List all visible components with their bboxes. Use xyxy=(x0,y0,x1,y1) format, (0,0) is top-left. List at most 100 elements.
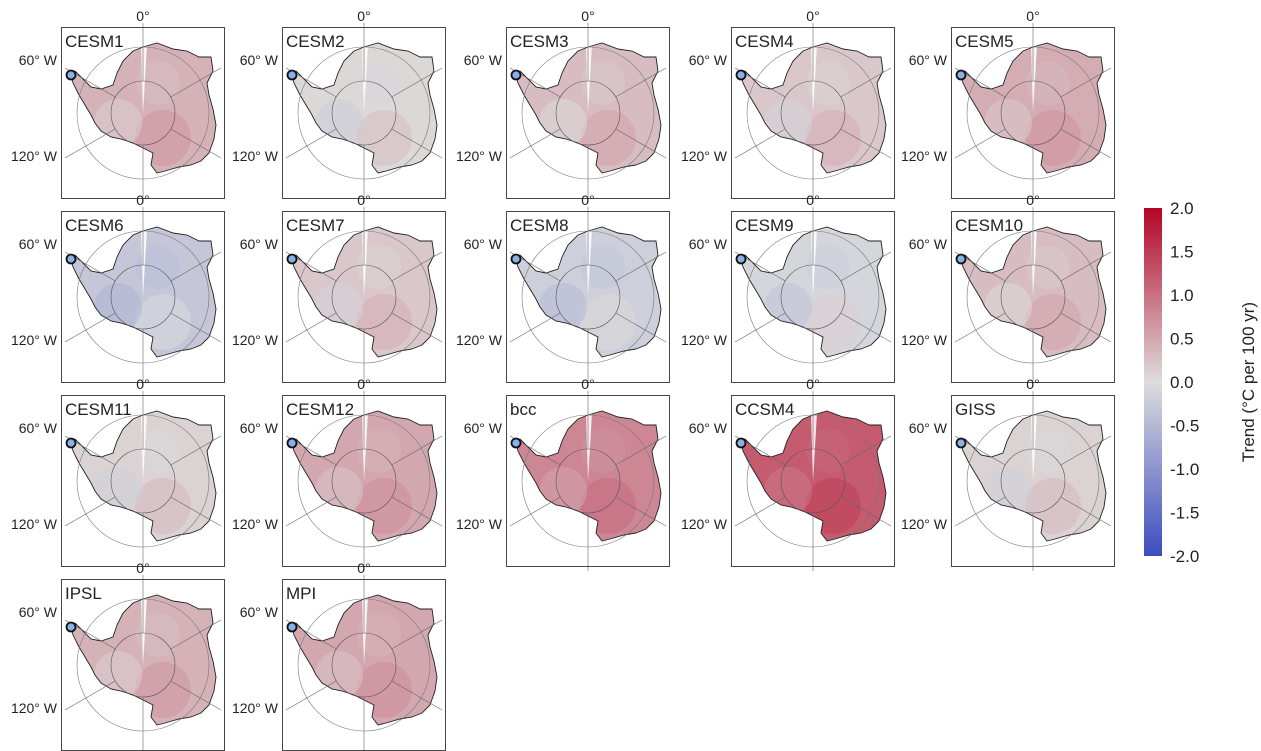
tick-label-0: 0° xyxy=(136,376,149,392)
tick-label-120w: 120° W xyxy=(681,332,728,348)
map-panel: GISS 0° 60° W 120° W xyxy=(901,376,1115,571)
nodata-wedge xyxy=(811,229,817,297)
map-panel: bcc 0° 60° W 120° W xyxy=(456,376,670,571)
panel-frame xyxy=(61,395,225,567)
panel-label: CESM2 xyxy=(286,32,345,51)
tick-label-60w: 60° W xyxy=(19,604,58,620)
meridian-line xyxy=(615,251,667,282)
coastline xyxy=(70,410,217,542)
station-marker xyxy=(735,253,747,265)
map-svg: CESM8 0° 60° W 120° W xyxy=(456,192,670,387)
meridian-line xyxy=(840,67,892,98)
colorbar-label: Trend (°C per 100 yr) xyxy=(1239,302,1258,462)
trend-patch xyxy=(315,651,363,699)
map-svg: bcc 0° 60° W 120° W xyxy=(456,376,670,571)
trend-patch xyxy=(539,99,587,147)
meridian-line xyxy=(391,496,443,527)
panel-frame xyxy=(951,27,1115,199)
meridian-line xyxy=(734,496,786,527)
panel-label: CESM4 xyxy=(735,32,794,51)
station-marker xyxy=(735,69,747,81)
meridian-line xyxy=(391,251,443,282)
nodata-wedge xyxy=(141,45,147,113)
tick-label-120w: 120° W xyxy=(232,148,279,164)
panel-frame xyxy=(951,395,1115,567)
panel-frame xyxy=(282,395,446,567)
trend-patch xyxy=(539,283,587,331)
map-svg: CESM4 0° 60° W 120° W xyxy=(681,8,895,203)
meridian-line xyxy=(391,680,443,711)
station-marker xyxy=(735,437,747,449)
colorbar-tick-label: 0.5 xyxy=(1170,330,1194,349)
map-svg: CESM2 0° 60° W 120° W xyxy=(232,8,446,203)
map-svg: MPI 0° 60° W 120° W xyxy=(232,560,446,751)
tick-label-60w: 60° W xyxy=(19,236,58,252)
meridian-line xyxy=(615,435,667,466)
tick-label-0: 0° xyxy=(581,192,594,208)
meridian-line xyxy=(170,251,222,282)
tick-label-120w: 120° W xyxy=(681,148,728,164)
tick-label-60w: 60° W xyxy=(19,52,58,68)
meridian-line xyxy=(391,312,443,343)
map-svg: GISS 0° 60° W 120° W xyxy=(901,376,1115,571)
trend-patch xyxy=(764,467,812,515)
map-panel: CESM5 0° 60° W 120° W xyxy=(901,8,1115,203)
tick-label-120w: 120° W xyxy=(901,516,948,532)
station-marker xyxy=(955,69,967,81)
panel-label: CESM11 xyxy=(65,400,132,419)
colorbar-tick-label: 1.0 xyxy=(1170,286,1194,305)
meridian-line xyxy=(285,128,337,159)
panel-frame xyxy=(282,27,446,199)
trend-patch xyxy=(764,99,812,147)
tick-label-120w: 120° W xyxy=(232,700,279,716)
station-marker xyxy=(65,621,77,633)
colorbar-tick-label: 2.0 xyxy=(1170,200,1194,218)
meridian-line xyxy=(285,680,337,711)
coastline xyxy=(291,594,438,726)
panel-frame xyxy=(506,395,670,567)
map-panel: CESM4 0° 60° W 120° W xyxy=(681,8,895,203)
panel-frame xyxy=(506,27,670,199)
map-panel: CESM12 0° 60° W 120° W xyxy=(232,376,446,571)
meridian-line xyxy=(391,619,443,650)
panel-label: CESM10 xyxy=(955,216,1023,235)
tick-label-120w: 120° W xyxy=(456,516,503,532)
map-panel: CESM10 0° 60° W 120° W xyxy=(901,192,1115,387)
tick-label-120w: 120° W xyxy=(456,332,503,348)
trend-patch xyxy=(315,283,363,331)
map-panel: CESM9 0° 60° W 120° W xyxy=(681,192,895,387)
tick-label-0: 0° xyxy=(581,8,594,24)
meridian-line xyxy=(954,496,1006,527)
meridian-line xyxy=(391,435,443,466)
map-panel: CESM2 0° 60° W 120° W xyxy=(232,8,446,203)
meridian-line xyxy=(170,312,222,343)
panel-label: CCSM4 xyxy=(735,400,795,419)
trend-patch xyxy=(984,467,1032,515)
map-svg: CESM1 0° 60° W 120° W xyxy=(11,8,225,203)
meridian-line xyxy=(391,128,443,159)
panel-label: CESM5 xyxy=(955,32,1014,51)
meridian-line xyxy=(170,67,222,98)
tick-label-0: 0° xyxy=(357,376,370,392)
tick-label-120w: 120° W xyxy=(232,516,279,532)
nodata-wedge xyxy=(362,413,368,481)
coastline xyxy=(515,42,662,174)
meridian-line xyxy=(509,128,561,159)
station-marker xyxy=(65,253,77,265)
meridian-line xyxy=(840,496,892,527)
station-marker xyxy=(65,437,77,449)
nodata-wedge xyxy=(1031,45,1037,113)
tick-label-0: 0° xyxy=(806,192,819,208)
meridian-line xyxy=(509,312,561,343)
meridian-line xyxy=(840,312,892,343)
panel-label: bcc xyxy=(510,400,537,419)
panel-frame xyxy=(506,211,670,383)
colorbar-tick-label: -1.5 xyxy=(1170,504,1199,523)
coastline xyxy=(740,410,887,542)
tick-label-0: 0° xyxy=(136,560,149,576)
station-marker xyxy=(510,69,522,81)
trend-patch xyxy=(539,467,587,515)
meridian-line xyxy=(840,128,892,159)
colorbar-tick-label: -0.5 xyxy=(1170,417,1199,436)
